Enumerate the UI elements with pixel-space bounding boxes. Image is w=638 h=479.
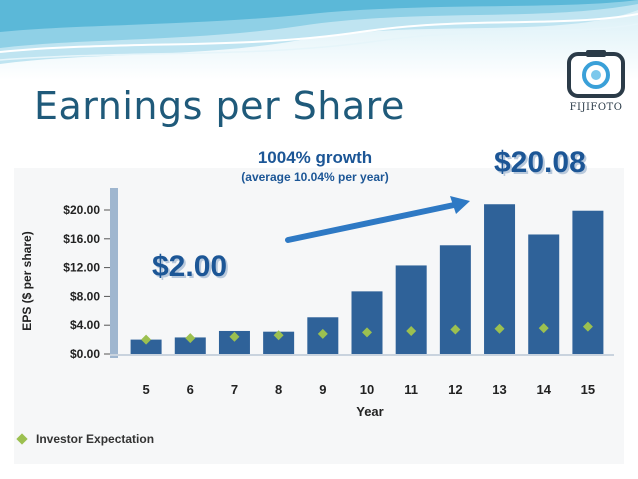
expectation-marker [494,323,505,334]
logo-text: FIJIFOTO [569,102,623,113]
x-tick-label: 5 [142,382,149,397]
y-tick-label: $12.00 [63,261,100,275]
eps-bar [439,245,471,354]
eps-bar-chart: $0.00 $4.00 $8.00 $12.00 $16.00 $20.00 5 6 7 8 9 10… [63,188,614,397]
end-value-callout: $20.08 [494,146,586,179]
x-tick-label: 13 [492,382,506,397]
growth-headline: 1004% growth [257,148,373,167]
expectation-marker [406,325,417,336]
camera-logo-icon [567,50,625,98]
x-tick-label: 15 [581,382,595,397]
y-tick-label: $8.00 [70,289,100,303]
eps-bar [528,234,560,354]
x-tick-label: 8 [275,382,282,397]
expectation-marker [362,327,372,338]
eps-bar [130,339,162,354]
growth-annotation: 1004% growth (average 10.04% per year) [200,148,430,184]
x-tick-label: 11 [404,382,418,397]
wave-banner [0,0,638,80]
expectation-marker [273,330,284,341]
legend-label: Investor Expectation [36,432,155,446]
expectation-marker [582,321,593,332]
y-tick-label: $0.00 [70,347,100,361]
page-title: Earnings per Share [34,84,405,128]
expectation-marker [450,324,461,335]
growth-subtext: (average 10.04% per year) [241,170,389,184]
legend-diamond-icon [16,433,28,445]
expectation-marker [229,331,240,342]
growth-arrow-shaft [285,202,457,243]
y-tick-label: $20.00 [63,203,100,217]
expectation-marker [538,323,549,334]
eps-bar [174,337,206,354]
y-axis-bar [110,188,118,358]
expectation-marker [141,334,152,345]
x-tick-label: 12 [448,382,462,397]
start-value-callout: $2.00 [152,250,228,283]
eps-bar [395,265,427,354]
y-tick-label: $16.00 [63,232,100,246]
x-tick-label: 14 [536,382,551,397]
growth-arrow-head [450,196,470,214]
x-tick-label: 6 [187,382,194,397]
y-tick-label: $4.00 [70,318,100,332]
x-tick-label: 9 [319,382,326,397]
y-axis-title: EPS ($ per share) [20,231,34,331]
eps-bar [351,291,383,354]
eps-bar [572,210,604,354]
eps-bar [263,331,295,354]
eps-bar [218,330,250,354]
chart-legend: Investor Expectation [14,432,154,446]
expectation-marker [317,328,328,339]
x-tick-label: 10 [360,382,374,397]
x-tick-label: 7 [231,382,238,397]
expectation-marker [185,333,196,344]
x-axis-title: Year [356,404,384,419]
